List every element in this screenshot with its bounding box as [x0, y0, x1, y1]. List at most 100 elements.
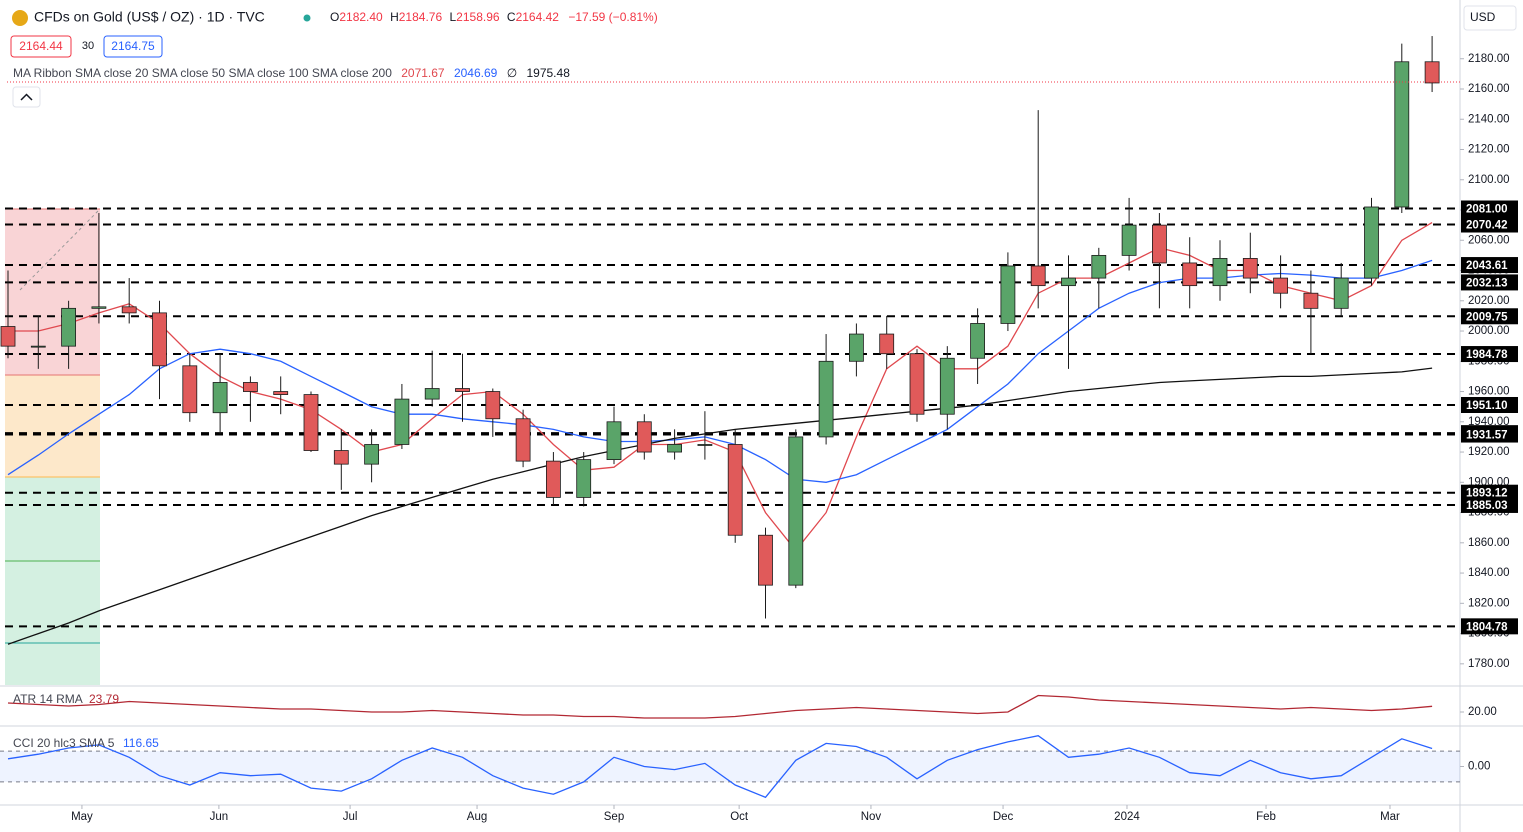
- candle-body: [1273, 277, 1288, 294]
- candle-body: [667, 444, 682, 453]
- candle-body: [1424, 61, 1440, 84]
- candle-body: [1000, 265, 1016, 324]
- candle-body: [546, 460, 561, 498]
- candle-body: [1303, 292, 1319, 309]
- candle-body: [61, 307, 76, 347]
- candle-body: [1030, 265, 1046, 287]
- candle-body: [697, 444, 713, 446]
- y-tick-label: 2140.00: [1468, 113, 1510, 125]
- level-label-bg: [1461, 308, 1518, 325]
- fib-zone: [5, 375, 100, 477]
- x-tick-label: May: [71, 811, 93, 823]
- candle-body: [1394, 61, 1410, 208]
- x-tick-label: Aug: [467, 811, 487, 823]
- ma-line: [7, 367, 1433, 645]
- collapse-button[interactable]: [12, 86, 41, 108]
- ohlc-value: 2182.40: [339, 10, 383, 24]
- x-tick-label: Nov: [861, 811, 882, 823]
- candle-body: [909, 353, 925, 415]
- ohlc-label: O: [330, 10, 339, 24]
- x-tick-label: Mar: [1380, 811, 1400, 823]
- change: −17.59 (−0.81%): [568, 10, 657, 24]
- spread: 30: [82, 40, 94, 52]
- candle-body: [576, 459, 592, 498]
- candle-body: [152, 312, 167, 367]
- level-label: 2070.42: [1466, 220, 1508, 232]
- candle-body: [485, 391, 501, 420]
- x-tick-label: Dec: [993, 811, 1014, 823]
- buy-button[interactable]: [103, 35, 163, 58]
- level-label: 2032.13: [1466, 277, 1508, 289]
- fib-trend: [19, 208, 101, 291]
- symbol-icon: [12, 10, 28, 26]
- candle-body: [1061, 277, 1076, 287]
- level-label-bg: [1461, 618, 1518, 635]
- candle-body: [515, 418, 531, 462]
- candle-body: [1212, 258, 1228, 287]
- sell-price[interactable]: 2164.44: [19, 39, 63, 53]
- y-tick-label: 2160.00: [1468, 83, 1510, 95]
- currency[interactable]: USD: [1470, 10, 1496, 24]
- level-label-bg: [1461, 426, 1518, 443]
- candle-body: [0, 326, 16, 347]
- candle-body: [758, 534, 773, 586]
- candle-body: [1333, 277, 1349, 309]
- level-label-bg: [1461, 257, 1518, 274]
- candle-body: [636, 421, 652, 453]
- candle-body: [1091, 254, 1107, 279]
- level-label: 2081.00: [1466, 204, 1508, 216]
- ma-value: 2071.67: [401, 66, 445, 80]
- level-label: 1893.12: [1466, 488, 1508, 500]
- ma-value: 2046.69: [454, 66, 498, 80]
- ohlc: O2182.40 H2184.76 L2158.96 C2164.42 −17.…: [330, 10, 658, 24]
- candle-body: [1182, 262, 1198, 287]
- candle-body: [788, 436, 804, 586]
- ma-value: ∅: [507, 66, 517, 80]
- candle-body: [1152, 224, 1167, 264]
- candle-body: [303, 394, 319, 451]
- y-tick-label: 2100.00: [1468, 174, 1510, 186]
- market-status: [303, 14, 311, 22]
- x-tick-label: Feb: [1256, 811, 1276, 823]
- candle-body: [212, 382, 228, 414]
- y-tick-label: 1920.00: [1468, 446, 1510, 458]
- currency-button[interactable]: [1463, 5, 1517, 31]
- ma-legend-text: MA Ribbon SMA close 20 SMA close 50 SMA …: [13, 66, 392, 80]
- cci-value: 116.65: [123, 736, 159, 750]
- level-label: 1951.10: [1466, 400, 1508, 412]
- ohlc-label: H: [390, 10, 399, 24]
- ohlc-value: 2158.96: [456, 10, 500, 24]
- atr-label: ATR 14 RMA: [13, 692, 83, 706]
- y-tick-label: 2120.00: [1468, 144, 1510, 156]
- candle-body: [939, 357, 955, 415]
- ma-value: 1975.48: [526, 66, 570, 80]
- candle-body: [818, 360, 834, 438]
- level-label-bg: [1461, 496, 1518, 513]
- level-label: 2009.75: [1466, 311, 1508, 323]
- y-tick-label: 2000.00: [1468, 325, 1510, 337]
- ma-legend: MA Ribbon SMA close 20 SMA close 50 SMA …: [13, 66, 570, 80]
- candle-body: [424, 388, 440, 400]
- level-label-bg: [1461, 346, 1518, 363]
- candle-body: [606, 421, 622, 461]
- chevron-icon: [20, 93, 33, 101]
- candle-body: [849, 333, 864, 362]
- level-label-bg: [1461, 274, 1518, 291]
- buy-price[interactable]: 2164.75: [111, 39, 155, 53]
- level-label: 1885.03: [1466, 500, 1508, 512]
- candle-body: [91, 306, 107, 309]
- y-tick-label: 2180.00: [1468, 53, 1510, 65]
- y-tick-label: 0.00: [1468, 761, 1490, 773]
- ohlc-value: 2184.76: [399, 10, 443, 24]
- sell-button[interactable]: [10, 35, 72, 58]
- candle-body: [242, 382, 258, 392]
- candle-body: [121, 306, 137, 314]
- fib-zone: [5, 477, 100, 685]
- plot: 1780.001800.001820.001840.001860.001880.…: [0, 36, 1518, 823]
- symbol-title: CFDs on Gold (US$ / OZ) · 1D · TVC: [34, 9, 265, 25]
- candle-body: [273, 391, 289, 395]
- candle-body: [970, 323, 985, 359]
